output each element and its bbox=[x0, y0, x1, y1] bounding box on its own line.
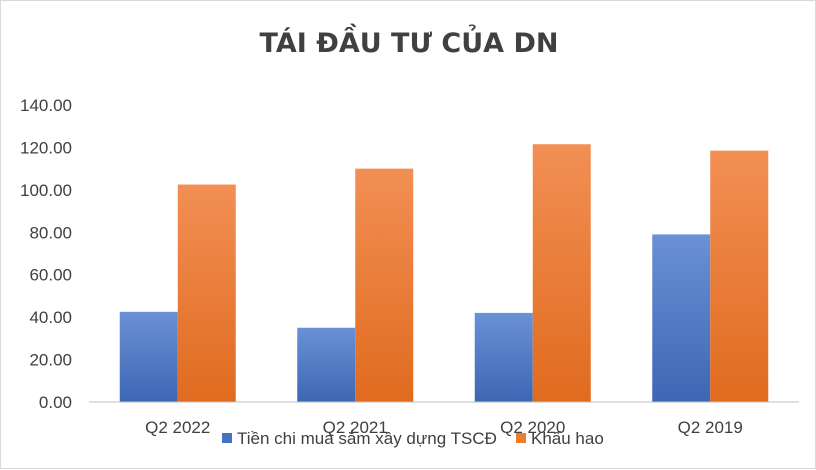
legend-swatch-series-1 bbox=[222, 433, 232, 443]
x-category-label: Q2 2020 bbox=[500, 418, 565, 437]
bar-series-1-q2-2021 bbox=[297, 327, 356, 402]
x-axis-labels: Q2 2022 Q2 2021 Q2 2020 Q2 2019 bbox=[145, 418, 743, 437]
x-category-label: Q2 2022 bbox=[145, 418, 210, 437]
legend-swatch-series-2 bbox=[516, 433, 526, 443]
bar-series-2-q2-2021 bbox=[355, 168, 414, 402]
bars bbox=[119, 144, 769, 402]
legend: Tiền chi mua sắm xây dựng TSCĐ Khấu hao bbox=[222, 429, 604, 448]
bar-series-1-q2-2022 bbox=[119, 311, 178, 402]
bar-series-2-q2-2019 bbox=[710, 150, 769, 402]
y-tick-label: 140.00 bbox=[20, 96, 72, 115]
y-tick-label: 40.00 bbox=[29, 308, 72, 327]
chart-title: TÁI ĐẦU TƯ CỦA DN bbox=[260, 23, 559, 59]
y-tick-label: 120.00 bbox=[20, 138, 72, 157]
bar-series-2-q2-2020 bbox=[532, 144, 591, 402]
legend-label-series-1: Tiền chi mua sắm xây dựng TSCĐ bbox=[237, 429, 497, 448]
y-tick-label: 80.00 bbox=[29, 223, 72, 242]
y-axis-ticks: 0.00 20.00 40.00 60.00 80.00 100.00 120.00 140.… bbox=[20, 96, 72, 412]
legend-label-series-2: Khấu hao bbox=[531, 429, 604, 448]
bar-series-1-q2-2020 bbox=[474, 312, 533, 402]
y-tick-label: 100.00 bbox=[20, 181, 72, 200]
x-category-label: Q2 2021 bbox=[323, 418, 388, 437]
bar-series-2-q2-2022 bbox=[177, 184, 236, 402]
x-category-label: Q2 2019 bbox=[678, 418, 743, 437]
bar-series-1-q2-2019 bbox=[652, 234, 711, 402]
y-tick-label: 0.00 bbox=[39, 393, 72, 412]
y-tick-label: 20.00 bbox=[29, 351, 72, 370]
y-tick-label: 60.00 bbox=[29, 266, 72, 285]
